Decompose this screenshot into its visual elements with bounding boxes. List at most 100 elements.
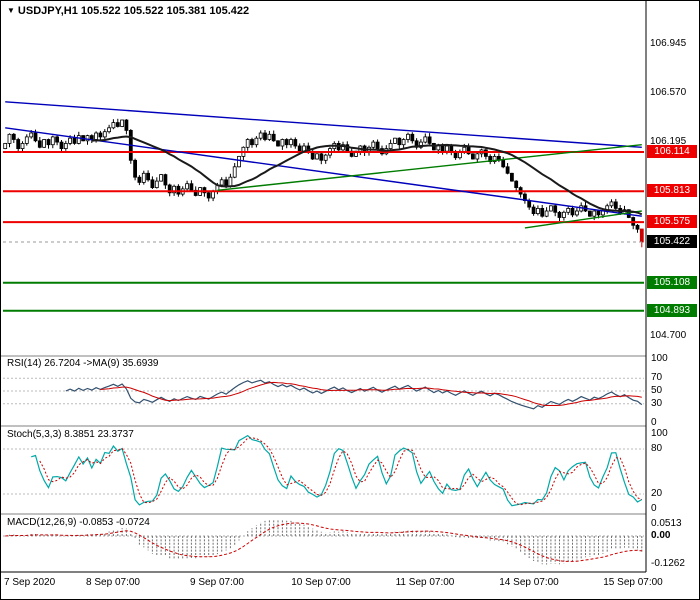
candle bbox=[68, 137, 72, 144]
macd-axis-label: 0.0513 bbox=[651, 518, 682, 529]
rsi-axis-label: 70 bbox=[651, 372, 663, 383]
candle bbox=[11, 133, 16, 140]
candle bbox=[115, 122, 120, 127]
candle bbox=[258, 132, 263, 139]
candle bbox=[319, 153, 324, 161]
stoch-k-line bbox=[31, 434, 643, 507]
candle bbox=[237, 155, 241, 168]
price-axis-label: 106.570 bbox=[650, 87, 687, 98]
candle bbox=[72, 137, 77, 144]
candle bbox=[46, 139, 51, 146]
symbol-dropdown-icon[interactable]: ▼ bbox=[7, 6, 15, 15]
candle bbox=[29, 132, 34, 138]
stoch-d-line bbox=[39, 437, 642, 506]
candle bbox=[280, 139, 285, 147]
candle bbox=[98, 132, 103, 138]
candle bbox=[475, 153, 480, 160]
candle bbox=[609, 201, 614, 207]
candle bbox=[37, 140, 42, 148]
candle bbox=[55, 136, 59, 143]
stoch-axis-label: 0 bbox=[651, 503, 657, 514]
candle bbox=[245, 139, 250, 148]
rsi-indicator-title: RSI(14) 26.7204 ->MA(9) 35.6939 bbox=[7, 358, 159, 369]
candle bbox=[124, 119, 129, 131]
rsi-panel bbox=[3, 377, 644, 410]
candle bbox=[596, 210, 601, 216]
candle bbox=[232, 166, 237, 178]
candle bbox=[639, 228, 644, 243]
macd-axis-label: -0.1262 bbox=[651, 558, 685, 569]
channel-lower-line[interactable] bbox=[5, 127, 642, 217]
candle bbox=[133, 159, 138, 178]
ascending-trend-major[interactable] bbox=[217, 144, 642, 191]
ascending-trend-minor[interactable] bbox=[524, 210, 642, 229]
price-axis-label: 104.700 bbox=[650, 330, 687, 341]
price-axis-label: 106.195 bbox=[650, 136, 687, 147]
candle bbox=[514, 180, 519, 189]
candle bbox=[107, 127, 111, 133]
candle bbox=[111, 122, 116, 129]
candle bbox=[323, 154, 328, 161]
candle bbox=[592, 210, 597, 217]
candle bbox=[254, 137, 259, 146]
candle bbox=[509, 172, 514, 182]
candle bbox=[470, 153, 475, 160]
rsi-line bbox=[65, 379, 643, 410]
candle bbox=[418, 141, 423, 148]
candle bbox=[393, 137, 397, 144]
candle bbox=[163, 174, 168, 186]
candle bbox=[20, 142, 25, 149]
candle bbox=[453, 152, 458, 159]
candle bbox=[219, 179, 224, 186]
candle bbox=[427, 136, 432, 144]
channel-upper-line[interactable] bbox=[5, 101, 642, 148]
candle bbox=[211, 191, 216, 199]
rsi-axis-label: 0 bbox=[651, 417, 657, 428]
moving-average-line bbox=[91, 135, 643, 216]
candle bbox=[146, 172, 151, 181]
candle bbox=[3, 142, 8, 149]
candle bbox=[401, 139, 406, 146]
candle bbox=[159, 174, 164, 182]
candle bbox=[315, 153, 319, 160]
candle bbox=[63, 142, 68, 149]
candle bbox=[375, 141, 380, 150]
candle bbox=[492, 155, 497, 162]
candle bbox=[613, 201, 618, 209]
rsi-axis-label: 50 bbox=[651, 385, 663, 396]
candle bbox=[94, 132, 98, 140]
price-axis-label: 106.945 bbox=[650, 38, 687, 49]
candle bbox=[7, 133, 12, 144]
time-axis-label: 7 Sep 2020 bbox=[4, 577, 56, 588]
candle bbox=[102, 131, 107, 138]
candle bbox=[167, 184, 172, 194]
candle bbox=[206, 192, 211, 199]
candle bbox=[120, 119, 124, 127]
price-badge-support-1: 105.108 bbox=[647, 276, 697, 289]
main-chart-panel bbox=[3, 101, 644, 312]
candle bbox=[89, 135, 94, 140]
chart-header: ▼ USDJPY,H1 105.522 105.522 105.381 105.4… bbox=[7, 5, 249, 17]
rsi-axis-label: 30 bbox=[651, 398, 663, 409]
macd-axis-label: 0.00 bbox=[651, 530, 671, 541]
candle bbox=[540, 207, 545, 217]
candle bbox=[293, 139, 298, 147]
candle bbox=[76, 135, 81, 144]
stoch-axis-label: 20 bbox=[651, 488, 663, 499]
candle bbox=[531, 206, 536, 215]
candle bbox=[423, 136, 428, 143]
stochastic-panel bbox=[3, 434, 644, 507]
time-axis-label: 8 Sep 07:00 bbox=[86, 577, 140, 588]
time-axis-label: 10 Sep 07:00 bbox=[291, 577, 351, 588]
rsi-axis-label: 100 bbox=[651, 353, 668, 364]
candle bbox=[553, 205, 558, 213]
candle bbox=[635, 224, 640, 230]
candle bbox=[267, 133, 272, 140]
candle bbox=[544, 210, 549, 217]
candle bbox=[549, 205, 553, 212]
candle bbox=[271, 133, 276, 142]
stoch-axis-label: 100 bbox=[651, 428, 668, 439]
candle bbox=[16, 139, 21, 150]
